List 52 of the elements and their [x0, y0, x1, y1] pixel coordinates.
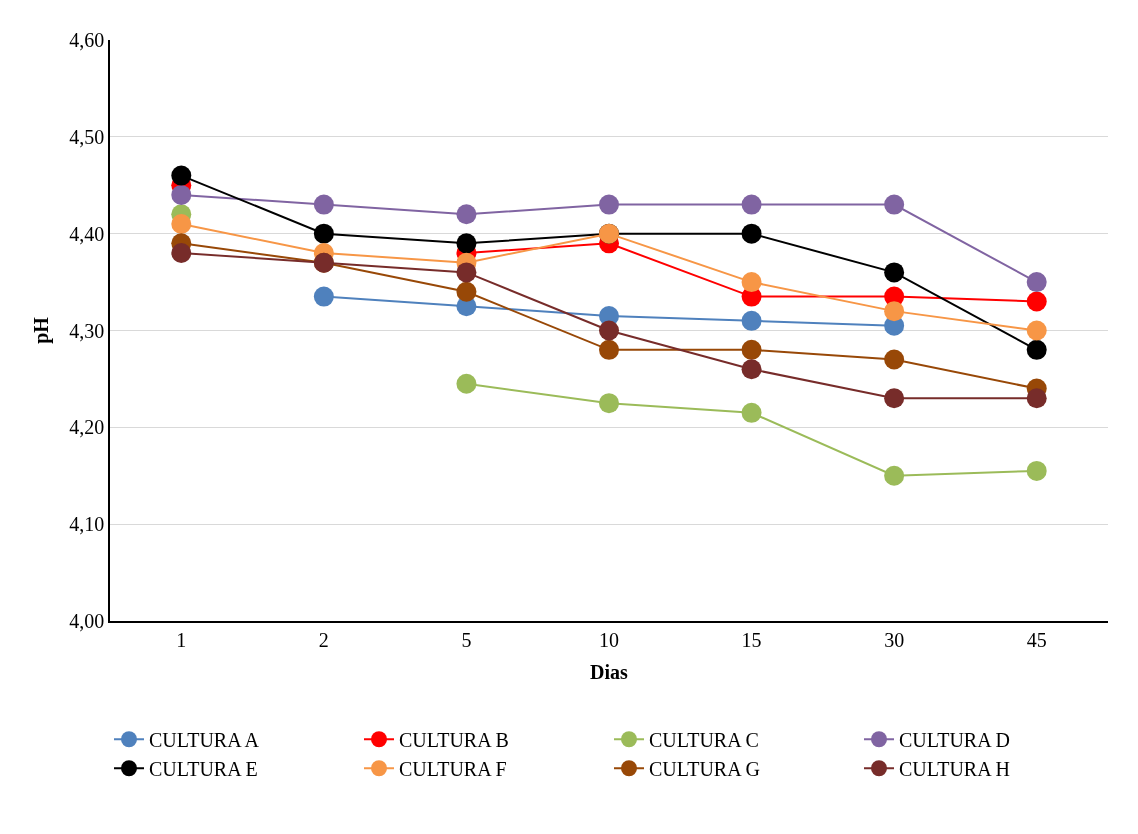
legend-label: CULTURA H: [899, 758, 1010, 781]
y-tick-label: 4,20: [69, 416, 105, 439]
legend-label: CULTURA C: [649, 729, 759, 752]
legend-label: CULTURA A: [149, 729, 260, 752]
x-tick-label: 5: [461, 628, 472, 651]
legend-label: CULTURA F: [399, 758, 507, 781]
point: [741, 339, 762, 360]
y-axis-title: pH: [30, 316, 54, 344]
point: [599, 194, 619, 215]
point: [456, 262, 477, 283]
x-tick-label: 2: [318, 628, 329, 651]
point: [171, 165, 192, 186]
point: [741, 194, 762, 215]
point: [884, 301, 905, 322]
point: [313, 194, 334, 215]
y-tick-label: 4,00: [69, 610, 105, 632]
point: [1026, 272, 1047, 293]
x-tick-label: 1: [176, 628, 187, 651]
point: [313, 223, 334, 244]
point: [171, 213, 192, 234]
y-tick-label: 4,50: [69, 125, 105, 148]
point: [599, 320, 619, 341]
point: [741, 223, 762, 244]
legend-label: CULTURA B: [399, 729, 509, 752]
point: [599, 339, 619, 360]
y-tick-label: 4,30: [69, 319, 105, 342]
x-axis-title: Dias: [590, 660, 629, 683]
point: [456, 233, 477, 254]
point: [456, 281, 477, 302]
y-tick-label: 4,10: [69, 513, 105, 536]
x-tick-label: 10: [599, 628, 619, 651]
legend-label: CULTURA E: [149, 758, 258, 781]
point: [313, 286, 334, 307]
point: [171, 243, 192, 264]
point: [884, 349, 905, 370]
x-tick-label: 15: [741, 628, 762, 651]
point: [171, 184, 192, 205]
x-tick-label: 30: [884, 628, 905, 651]
point: [741, 310, 762, 331]
point: [884, 262, 905, 283]
point: [456, 204, 477, 225]
point: [1026, 320, 1047, 341]
legend-label: CULTURA D: [899, 729, 1010, 752]
point: [884, 194, 905, 215]
point: [1026, 339, 1047, 360]
x-tick-label: 45: [1026, 628, 1047, 651]
y-tick-label: 4,60: [69, 29, 105, 51]
point: [1026, 291, 1047, 312]
point: [741, 272, 762, 293]
point: [741, 359, 762, 380]
y-tick-label: 4,40: [69, 222, 105, 245]
legend-label: CULTURA G: [649, 758, 760, 781]
